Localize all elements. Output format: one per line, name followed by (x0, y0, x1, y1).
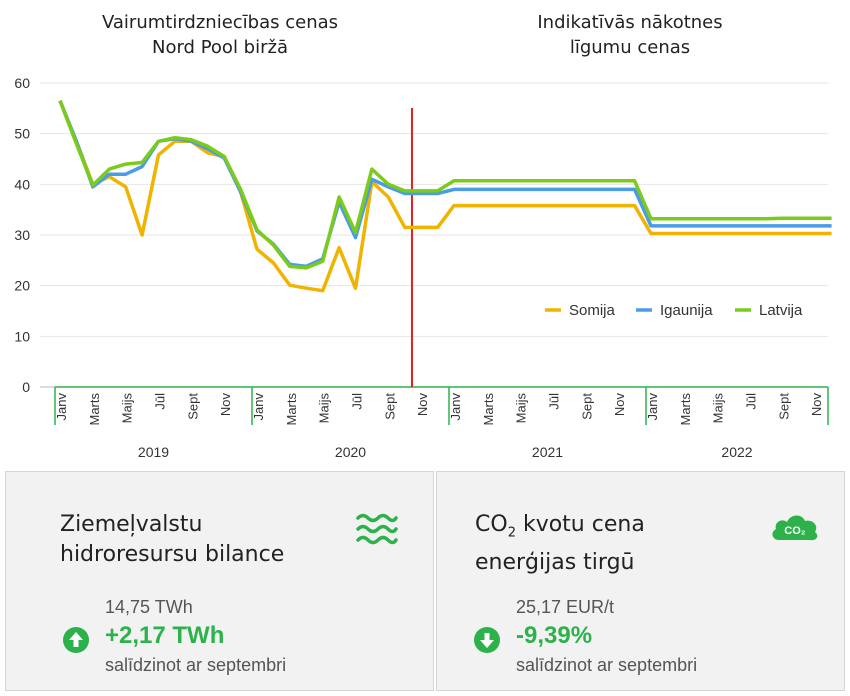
year-label: 2020 (335, 444, 366, 460)
legend-label: Igaunija (660, 302, 713, 319)
hydro-title-line1: Ziemeļvalstu (60, 512, 203, 537)
y-tick-label: 0 (22, 379, 30, 395)
month-tick-label: Jūl (744, 393, 759, 410)
y-tick-label: 20 (14, 278, 30, 294)
month-tick-label: Marts (481, 393, 496, 426)
hydro-note: salīdzinot ar septembri (105, 655, 287, 675)
series-line-somija (58, 100, 832, 293)
month-tick-label: Sept (382, 393, 397, 420)
month-tick-label: Janv (645, 393, 660, 421)
year-label: 2022 (721, 444, 752, 460)
price-line-chart: 0 10 20 30 40 50 60 Janv Marts Maijs Jūl Sept Nov Jan… (14, 75, 832, 460)
co2-title-line2: enerģijas tirgū (475, 550, 635, 576)
co2-title-main: CO (475, 512, 508, 537)
legend-label: Latvija (759, 302, 803, 319)
hydro-balance-panel: Ziemeļvalstu hidroresursu bilance 14,75 … (5, 471, 434, 691)
arrow-up-icon (63, 627, 89, 653)
month-tick-label: Sept (579, 393, 594, 420)
arrow-down-icon (474, 627, 500, 653)
co2-change: -9,39% (516, 622, 593, 649)
co2-title-line1: CO2 kvotu cena (475, 510, 645, 548)
series-line-igaunija (58, 100, 832, 269)
month-tick-label: Maijs (514, 393, 529, 424)
month-tick-label: Nov (612, 393, 627, 417)
month-tick-label: Marts (678, 393, 693, 426)
month-tick-label: Jūl (153, 393, 168, 410)
chart-title-historical: Vairumtirdzniecības cenas Nord Pool birž… (101, 12, 339, 58)
month-tick-label: Jūl (547, 393, 562, 410)
co2-icon-label: CO₂ (784, 525, 806, 537)
chart-title-futures: Indikatīvās nākotnes līgumu cenas (537, 12, 723, 58)
month-tick-label: Janv (54, 393, 69, 421)
month-tick-label: Jūl (350, 393, 365, 410)
year-label: 2019 (138, 444, 169, 460)
co2-price-panel: CO2 kvotu cena enerģijas tirgū CO₂ 25,17… (436, 471, 845, 691)
y-tick-label: 60 (14, 75, 30, 91)
y-tick-label: 10 (14, 328, 30, 344)
hydro-title-line2: hidroresursu bilance (60, 542, 285, 567)
co2-title-sub: 2 (507, 525, 516, 541)
water-waves-icon (356, 513, 398, 545)
co2-panel-title: CO2 kvotu cena enerģijas tirgū (475, 510, 645, 578)
month-tick-label: Nov (415, 393, 430, 417)
legend-label: Somija (569, 302, 616, 319)
month-tick-label: Maijs (317, 393, 332, 424)
y-tick-label: 50 (14, 126, 30, 142)
month-tick-label: Maijs (120, 393, 135, 424)
month-tick-label: Nov (218, 393, 233, 417)
month-tick-label: Janv (448, 393, 463, 421)
month-tick-label: Janv (251, 393, 266, 421)
month-tick-label: Marts (284, 393, 299, 426)
hydro-change: +2,17 TWh (105, 622, 225, 649)
month-tick-label: Marts (87, 393, 102, 426)
y-tick-label: 40 (14, 176, 30, 192)
co2-title-rest: kvotu cena (515, 512, 645, 537)
month-tick-label: Sept (776, 393, 791, 420)
co2-cloud-icon: CO₂ (772, 515, 818, 541)
series-line-latvija (58, 100, 832, 270)
co2-value: 25,17 EUR/t (516, 597, 615, 617)
y-tick-label: 30 (14, 227, 30, 243)
month-tick-label: Sept (185, 393, 200, 420)
co2-note: salīdzinot ar septembri (516, 655, 698, 675)
hydro-value: 14,75 TWh (105, 597, 193, 617)
hydro-panel-title: Ziemeļvalstu hidroresursu bilance (60, 510, 284, 570)
month-tick-label: Maijs (711, 393, 726, 424)
year-label: 2021 (532, 444, 563, 460)
month-tick-label: Nov (809, 393, 824, 417)
